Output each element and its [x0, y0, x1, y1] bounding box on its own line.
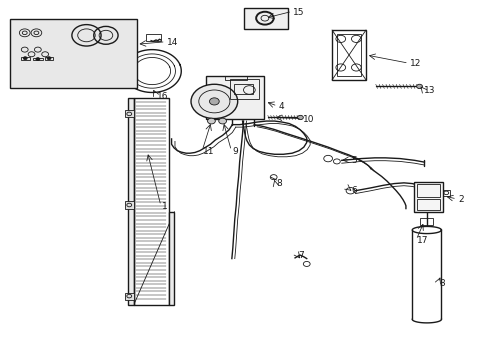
Bar [168, 212, 174, 305]
Bar [244, 8, 287, 28]
Bar [133, 98, 168, 305]
Text: 13: 13 [424, 86, 435, 95]
Circle shape [297, 115, 303, 120]
Text: 1: 1 [162, 202, 167, 211]
Bar [45, 57, 53, 60]
Circle shape [416, 84, 422, 89]
Bar [33, 58, 42, 60]
Text: 16: 16 [157, 91, 168, 100]
Text: 15: 15 [292, 8, 304, 17]
Bar [124, 202, 133, 208]
Circle shape [207, 118, 215, 124]
Circle shape [47, 57, 51, 60]
Bar [419, 217, 432, 225]
Circle shape [191, 84, 237, 118]
Text: 5: 5 [351, 156, 357, 165]
Bar [413, 182, 442, 212]
Bar [336, 33, 361, 76]
Bar [127, 98, 133, 305]
Circle shape [23, 57, 27, 60]
Circle shape [36, 58, 40, 60]
Bar [10, 18, 136, 88]
Text: 6: 6 [351, 186, 357, 195]
Bar [21, 57, 30, 60]
Circle shape [218, 118, 226, 124]
Bar [416, 184, 439, 197]
Text: 8: 8 [276, 179, 281, 188]
Bar [442, 190, 449, 196]
Circle shape [209, 98, 219, 105]
Text: 17: 17 [416, 236, 428, 245]
Bar [416, 199, 439, 210]
Text: 12: 12 [409, 59, 420, 68]
Text: 7: 7 [297, 251, 303, 260]
Bar [124, 293, 133, 300]
Bar [124, 111, 133, 117]
Bar [205, 76, 264, 119]
Bar [224, 76, 246, 80]
Text: 11: 11 [203, 147, 214, 156]
Bar [233, 84, 253, 94]
Bar [331, 30, 366, 80]
Bar [229, 79, 259, 99]
Text: 14: 14 [166, 38, 178, 47]
Text: 2: 2 [458, 195, 463, 204]
Bar [146, 33, 161, 41]
Text: 9: 9 [232, 147, 238, 156]
Text: 3: 3 [438, 279, 444, 288]
Text: 10: 10 [302, 115, 314, 124]
Text: 4: 4 [278, 102, 284, 111]
